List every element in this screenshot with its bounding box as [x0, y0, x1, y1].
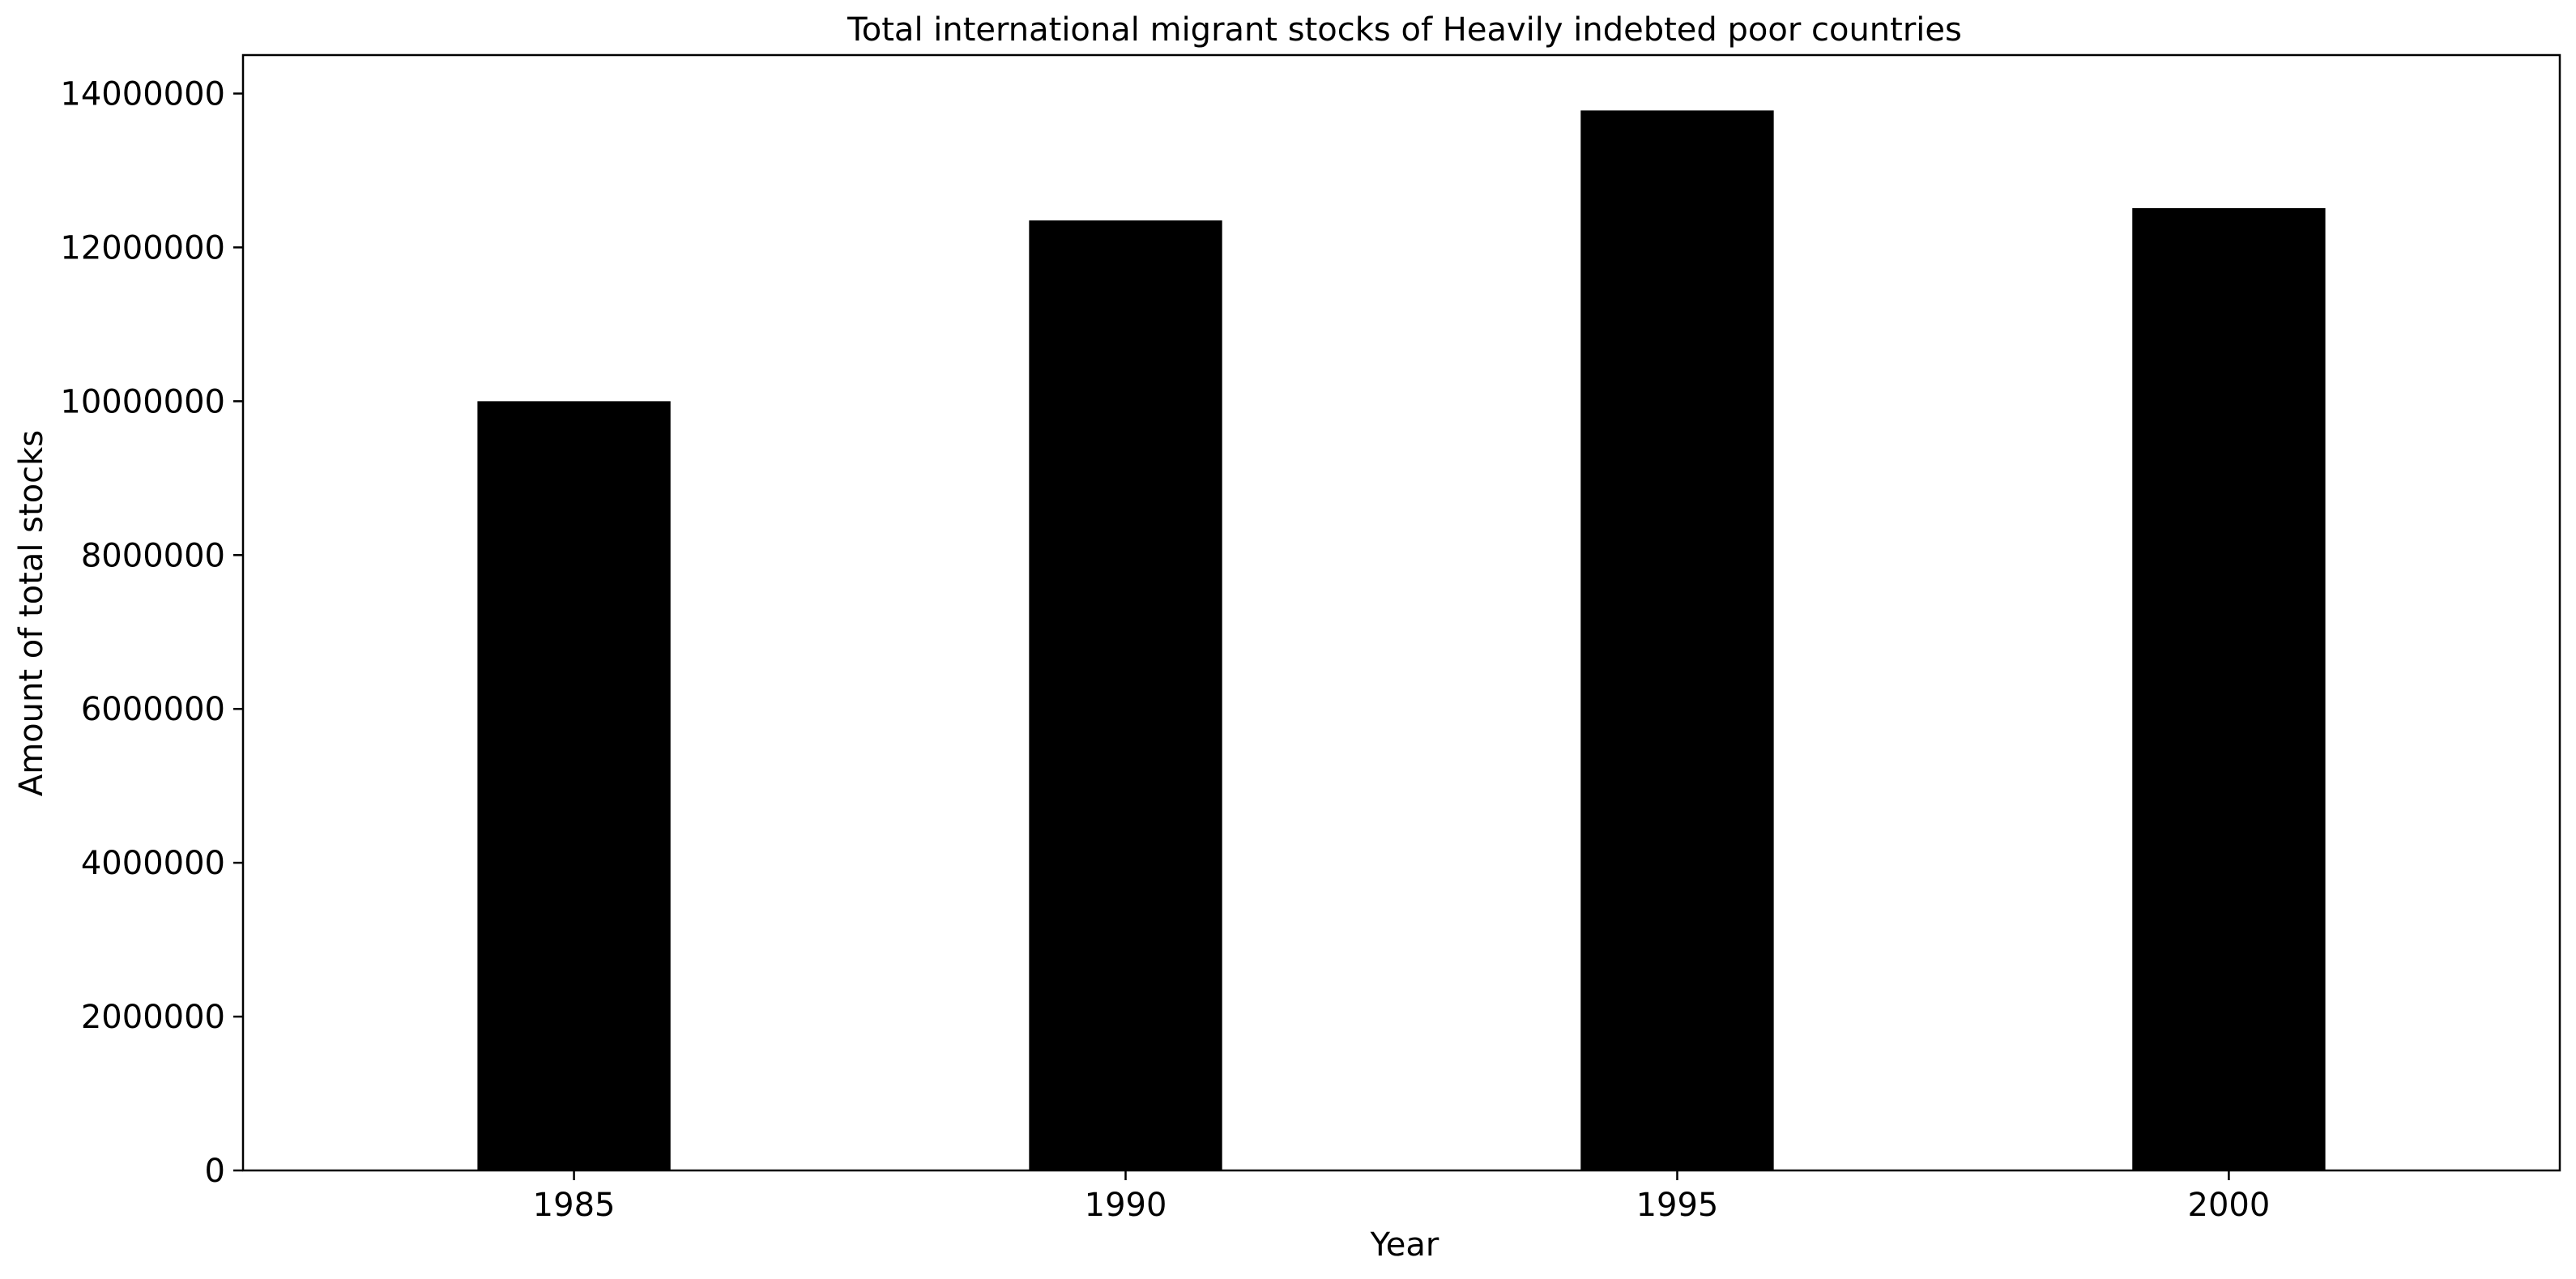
- bars-group: [477, 110, 2326, 1171]
- y-tick-label: 2000000: [81, 999, 225, 1036]
- x-tick-label: 1990: [1085, 1187, 1167, 1224]
- x-tick-label: 1985: [533, 1187, 616, 1224]
- y-tick-label: 12000000: [60, 229, 225, 266]
- y-tick-label: 14000000: [60, 75, 225, 113]
- x-axis-label: Year: [1370, 1226, 1439, 1264]
- bar-1995: [1580, 110, 1774, 1171]
- y-axis: 0 2000000 4000000 6000000 8000000 10000000 120…: [60, 75, 243, 1190]
- bar-1990: [1029, 220, 1222, 1170]
- y-tick-label: 6000000: [81, 691, 225, 728]
- x-axis: 1985 1990 1995 2000: [533, 1170, 2271, 1224]
- bar-2000: [2132, 207, 2326, 1170]
- y-tick-label: 8000000: [81, 537, 225, 574]
- x-tick-label: 1995: [1636, 1187, 1719, 1224]
- y-tick-label: 4000000: [81, 845, 225, 882]
- bar-1985: [477, 401, 671, 1170]
- x-tick-label: 2000: [2188, 1187, 2271, 1224]
- chart-title: Total international migrant stocks of He…: [847, 11, 1962, 49]
- y-tick-label: 0: [205, 1153, 225, 1190]
- y-tick-label: 10000000: [60, 383, 225, 420]
- y-axis-label: Amount of total stocks: [13, 430, 50, 796]
- plot-frame: [241, 53, 2561, 1172]
